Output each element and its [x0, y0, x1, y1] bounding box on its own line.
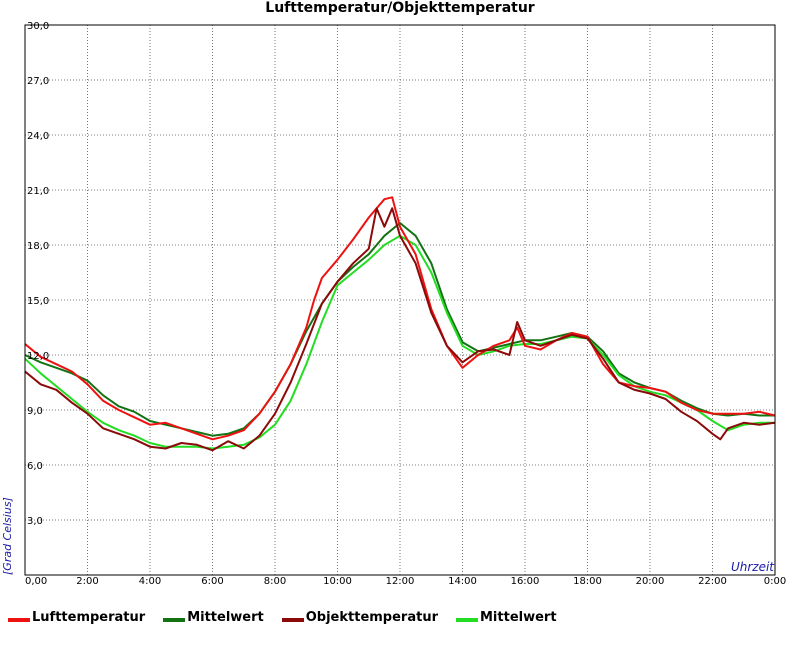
y-tick-label: 9,0: [27, 406, 43, 417]
legend-item: Lufttemperatur: [8, 610, 145, 625]
y-axis-label: [Grad Celsius]: [1, 497, 14, 575]
y-tick-label: 15,0: [27, 296, 49, 307]
x-tick-label: 0,00: [25, 576, 47, 587]
legend-label: Lufttemperatur: [32, 609, 146, 625]
x-tick-label: 12:00: [386, 576, 415, 587]
y-tick-label: 30,0: [27, 21, 49, 32]
chart-title: Lufttemperatur/Objekttemperatur: [265, 0, 535, 16]
legend-item: Mittelwert: [456, 610, 557, 625]
legend: Lufttemperatur Mittelwert Objekttemperatur…: [8, 608, 575, 626]
legend-swatch: [281, 618, 304, 622]
x-tick-labels: 0,00 2:00 4:00 6:00 8:00 10:00 12:00 14:00 16:00…: [25, 576, 786, 587]
y-tick-label: 12,0: [27, 351, 49, 362]
legend-swatch: [456, 618, 478, 622]
x-tick-label: 0:00: [764, 576, 786, 587]
x-tick-label: 20:00: [636, 576, 665, 587]
y-tick-label: 21,0: [27, 186, 49, 197]
legend-item: Objekttemperatur: [281, 609, 438, 625]
x-tick-label: 16:00: [511, 576, 540, 587]
x-tick-label: 14:00: [448, 576, 477, 587]
grid-lines: [25, 25, 775, 575]
y-tick-label: 24,0: [27, 131, 49, 142]
y-tick-labels: 3,0 6,0 9,0 12,0 15,0 18,0 21,0 24,0 27,0 30,0: [27, 21, 49, 527]
x-tick-label: 18:00: [573, 576, 602, 587]
series-line-3: [24, 207, 776, 452]
legend-label: Objekttemperatur: [305, 609, 438, 625]
plot-frame: [24, 24, 776, 576]
plot-border: [24, 24, 776, 576]
y-tick-label: 3,0: [27, 516, 43, 527]
y-tick-label: 6,0: [27, 461, 43, 472]
legend-item: Mittelwert: [163, 610, 264, 625]
y-tick-label: 27,0: [27, 76, 49, 87]
x-tick-label: 2:00: [76, 576, 98, 587]
x-tick-label: 4:00: [139, 576, 161, 587]
legend-swatch: [8, 618, 30, 622]
series-line-4: [24, 234, 775, 450]
x-tick-label: 22:00: [698, 576, 727, 587]
legend-label: Mittelwert: [480, 609, 557, 625]
series-lines: [24, 196, 776, 452]
y-tick-label: 18,0: [27, 241, 49, 252]
x-tick-label: 6:00: [201, 576, 223, 587]
legend-swatch: [163, 618, 186, 622]
legend-label: Mittelwert: [187, 609, 264, 625]
x-axis-label: Uhrzeit: [731, 560, 775, 574]
x-tick-label: 8:00: [264, 576, 286, 587]
x-tick-label: 10:00: [323, 576, 352, 587]
series-line-1: [24, 196, 776, 441]
